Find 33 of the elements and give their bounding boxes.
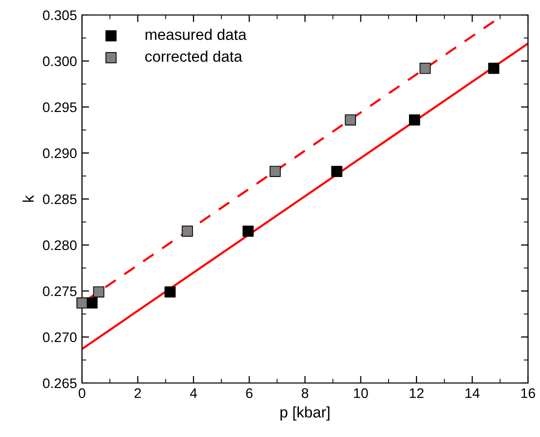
point [182, 226, 193, 237]
x-tick-label: 8 [302, 388, 308, 398]
y-tick-label: 0.290 [42, 148, 77, 158]
x-tick-label: 4 [190, 388, 197, 398]
legend-label: measured data [146, 28, 247, 40]
y-tick-label: 0.285 [42, 194, 77, 204]
y-tick-label: 0.270 [42, 332, 77, 342]
point [408, 114, 420, 126]
y-tick-label: 0.275 [42, 286, 77, 296]
point [76, 297, 88, 309]
point [270, 166, 281, 177]
point [93, 286, 104, 298]
x-tick-label: 6 [246, 388, 252, 398]
legend-label: corrected data [145, 50, 242, 62]
y-tick-label: 0.280 [42, 240, 77, 250]
point [344, 114, 356, 126]
x-tick-label: 2 [134, 388, 141, 398]
y-tick-label: 0.295 [42, 102, 77, 112]
x-tick-label: 16 [521, 388, 536, 398]
x-axis-title: p [kbar] [280, 406, 330, 421]
point [242, 226, 254, 237]
x-tick-label: 14 [466, 388, 480, 398]
point [164, 286, 176, 298]
y-tick-label: 0.300 [42, 56, 77, 66]
x-tick-label: 10 [354, 388, 368, 398]
x-tick-label: 0 [78, 388, 86, 398]
point [420, 62, 431, 74]
point [331, 166, 342, 177]
point [488, 62, 500, 74]
y-axis-title: k [22, 195, 34, 202]
x-tick-label: 12 [410, 388, 424, 398]
y-tick-label: 0.305 [42, 10, 77, 20]
y-tick-label: 0.265 [42, 378, 77, 388]
